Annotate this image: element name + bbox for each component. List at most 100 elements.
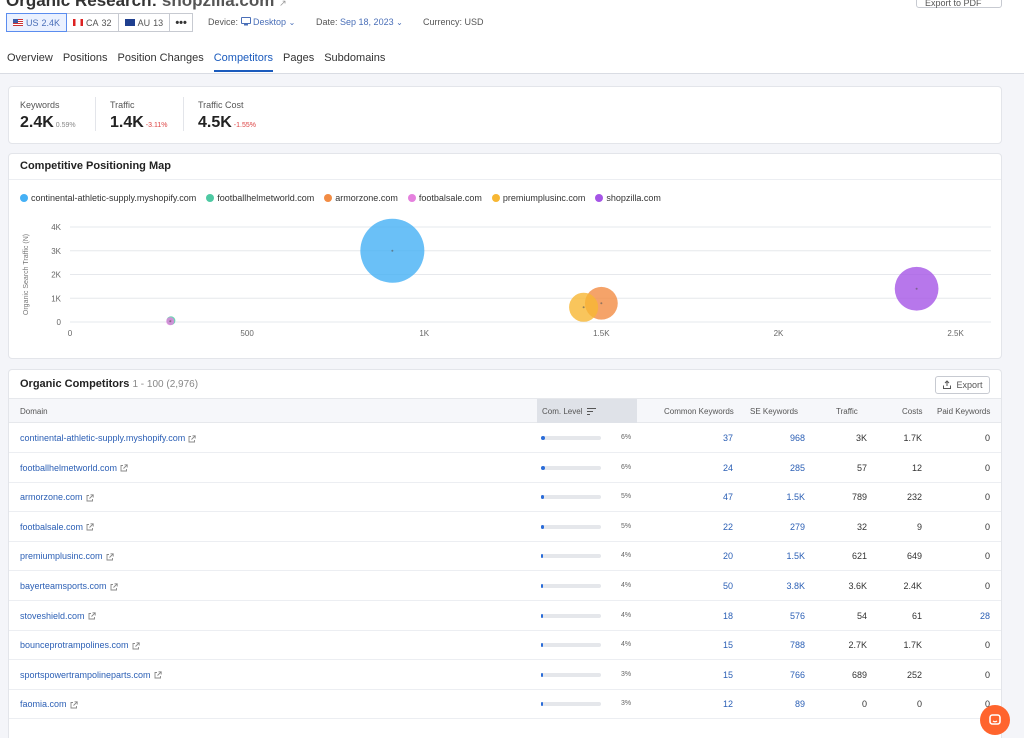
more-databases-button[interactable]: ••• bbox=[169, 13, 194, 32]
external-link-icon[interactable] bbox=[70, 701, 78, 709]
common-cell[interactable]: 47 bbox=[722, 492, 733, 503]
external-link-icon[interactable] bbox=[120, 464, 128, 472]
com-level-value: 4% bbox=[621, 611, 632, 619]
external-link-icon[interactable] bbox=[132, 642, 140, 650]
external-link-icon[interactable] bbox=[86, 494, 94, 502]
export-button[interactable]: Export bbox=[935, 376, 990, 394]
common-cell[interactable]: 18 bbox=[722, 610, 733, 621]
traffic-cell: 57 bbox=[856, 462, 867, 473]
tab-position-changes[interactable]: Position Changes bbox=[117, 52, 204, 64]
column-com-level[interactable]: Com. Level bbox=[537, 399, 637, 423]
column-paid-keywords[interactable]: Paid Keywords bbox=[937, 407, 991, 416]
external-link-icon[interactable] bbox=[154, 671, 162, 679]
export-pdf-button[interactable]: Export to PDF bbox=[916, 0, 1002, 8]
se-cell[interactable]: 3.8K bbox=[786, 581, 805, 591]
common-cell[interactable]: 50 bbox=[722, 581, 733, 591]
com-level-bar-fill bbox=[541, 465, 545, 470]
table-row[interactable]: bounceprotrampolines.com 4% 15 788 2.7K 1.7K 0 bbox=[9, 630, 1001, 661]
legend-item[interactable]: continental-athletic-supply.myshopify.co… bbox=[20, 193, 196, 203]
se-cell[interactable]: 968 bbox=[789, 433, 805, 443]
paid-cell: 0 bbox=[984, 699, 990, 710]
se-cell[interactable]: 89 bbox=[794, 699, 805, 710]
tab-pages[interactable]: Pages bbox=[283, 52, 315, 64]
currency-label: Currency: bbox=[423, 17, 463, 27]
se-cell[interactable]: 285 bbox=[789, 462, 805, 473]
domain-cell: footbalsale.com bbox=[20, 522, 94, 532]
costs-cell: 9 bbox=[916, 521, 922, 532]
domain-cell: bayerteamsports.com bbox=[20, 581, 118, 591]
legend-item[interactable]: footbalsale.com bbox=[407, 193, 482, 203]
domain-link[interactable]: faomia.com bbox=[20, 699, 67, 710]
table-row[interactable]: stoveshield.com 4% 18 576 54 61 28 bbox=[9, 601, 1001, 631]
legend-item[interactable]: premiumplusinc.com bbox=[491, 193, 585, 203]
table-row[interactable]: sportspowertrampolineparts.com 3% 15 766 689… bbox=[9, 660, 1001, 690]
column-se-keywords[interactable]: SE Keywords bbox=[750, 407, 799, 416]
column-common-keywords[interactable]: Common Keywords bbox=[664, 407, 734, 416]
domain-link[interactable]: stoveshield.com bbox=[20, 610, 85, 621]
com-level-value: 5% bbox=[621, 522, 632, 530]
se-cell[interactable]: 1.5K bbox=[786, 551, 805, 562]
paid-cell: 0 bbox=[984, 492, 990, 503]
page-title-domain[interactable]: shopzilla.com bbox=[161, 0, 275, 10]
legend-item[interactable]: shopzilla.com bbox=[595, 193, 661, 203]
paid-cell[interactable]: 28 bbox=[979, 610, 990, 621]
competitors-title: Organic Competitors 1 - 100 (2,976) bbox=[20, 378, 198, 390]
external-link-icon[interactable] bbox=[86, 523, 94, 531]
database-us[interactable]: US 2.4K bbox=[6, 13, 68, 32]
table-row[interactable]: continental-athletic-supply.myshopify.co… bbox=[9, 423, 1001, 453]
database-au[interactable]: AU 13 bbox=[117, 13, 171, 32]
common-cell[interactable]: 37 bbox=[722, 433, 733, 443]
domain-link[interactable]: premiumplusinc.com bbox=[20, 551, 103, 562]
table-row[interactable]: armorzone.com 5% 47 1.5K 789 232 0 bbox=[9, 482, 1001, 513]
metric-change: -1.55% bbox=[233, 122, 256, 129]
legend-item[interactable]: footballhelmetworld.com bbox=[206, 193, 314, 203]
domain-link[interactable]: bayerteamsports.com bbox=[20, 581, 107, 591]
paid-cell: 0 bbox=[984, 462, 990, 473]
se-cell[interactable]: 279 bbox=[789, 521, 805, 532]
table-row[interactable]: bayerteamsports.com 4% 50 3.8K 3.6K 2.4K 0 bbox=[9, 571, 1001, 601]
tab-competitors[interactable]: Competitors bbox=[213, 52, 274, 72]
external-link-icon[interactable] bbox=[110, 582, 118, 591]
table-row[interactable]: footballhelmetworld.com 6% 24 285 57 12 0 bbox=[9, 453, 1001, 483]
costs-cell: 0 bbox=[916, 699, 922, 710]
domain-link[interactable]: footbalsale.com bbox=[20, 521, 84, 532]
se-cell[interactable]: 788 bbox=[789, 640, 805, 651]
tab-positions[interactable]: Positions bbox=[62, 52, 108, 64]
table-row[interactable]: premiumplusinc.com 4% 20 1.5K 621 649 0 bbox=[9, 541, 1001, 572]
tab-subdomains[interactable]: Subdomains bbox=[324, 52, 386, 64]
device-selector[interactable]: Device: Desktop ⌄ bbox=[208, 17, 295, 28]
legend-item[interactable]: armorzone.com bbox=[324, 193, 398, 203]
common-cell[interactable]: 20 bbox=[722, 551, 733, 562]
table-row[interactable]: footbalsale.com 5% 22 279 32 9 0 bbox=[9, 512, 1001, 542]
column-domain[interactable]: Domain bbox=[20, 407, 48, 416]
common-cell[interactable]: 24 bbox=[722, 462, 733, 473]
se-cell[interactable]: 576 bbox=[789, 610, 805, 621]
domain-link[interactable]: footballhelmetworld.com bbox=[20, 462, 118, 473]
traffic-cell: 789 bbox=[851, 492, 867, 503]
external-link-icon[interactable]: ↗ bbox=[279, 0, 287, 8]
table-row[interactable]: faomia.com 3% 12 89 0 0 0 bbox=[9, 689, 1001, 720]
domain-cell: armorzone.com bbox=[20, 492, 94, 502]
date-selector[interactable]: Date: Sep 18, 2023 ⌄ bbox=[316, 17, 403, 27]
chat-button[interactable] bbox=[980, 705, 1010, 735]
competitors-title-text: Organic Competitors bbox=[20, 378, 130, 390]
database-ca[interactable]: CA 32 bbox=[66, 13, 119, 32]
currency-display: Currency: USD bbox=[423, 17, 484, 27]
domain-link[interactable]: continental-athletic-supply.myshopify.co… bbox=[20, 433, 186, 443]
common-cell[interactable]: 15 bbox=[722, 669, 733, 680]
domain-link[interactable]: bounceprotrampolines.com bbox=[20, 640, 129, 651]
external-link-icon[interactable] bbox=[106, 553, 114, 561]
column-costs[interactable]: Costs bbox=[902, 407, 923, 416]
legend-dot-icon bbox=[324, 194, 333, 202]
common-cell[interactable]: 22 bbox=[722, 521, 733, 532]
common-cell[interactable]: 12 bbox=[722, 699, 733, 710]
common-cell[interactable]: 15 bbox=[722, 640, 733, 651]
se-cell[interactable]: 766 bbox=[789, 669, 805, 680]
domain-link[interactable]: armorzone.com bbox=[20, 492, 83, 503]
external-link-icon[interactable] bbox=[88, 612, 96, 620]
tab-overview[interactable]: Overview bbox=[7, 52, 53, 64]
domain-link[interactable]: sportspowertrampolineparts.com bbox=[20, 669, 151, 680]
column-traffic[interactable]: Traffic bbox=[836, 407, 858, 416]
se-cell[interactable]: 1.5K bbox=[786, 492, 805, 503]
external-link-icon[interactable] bbox=[188, 434, 196, 443]
